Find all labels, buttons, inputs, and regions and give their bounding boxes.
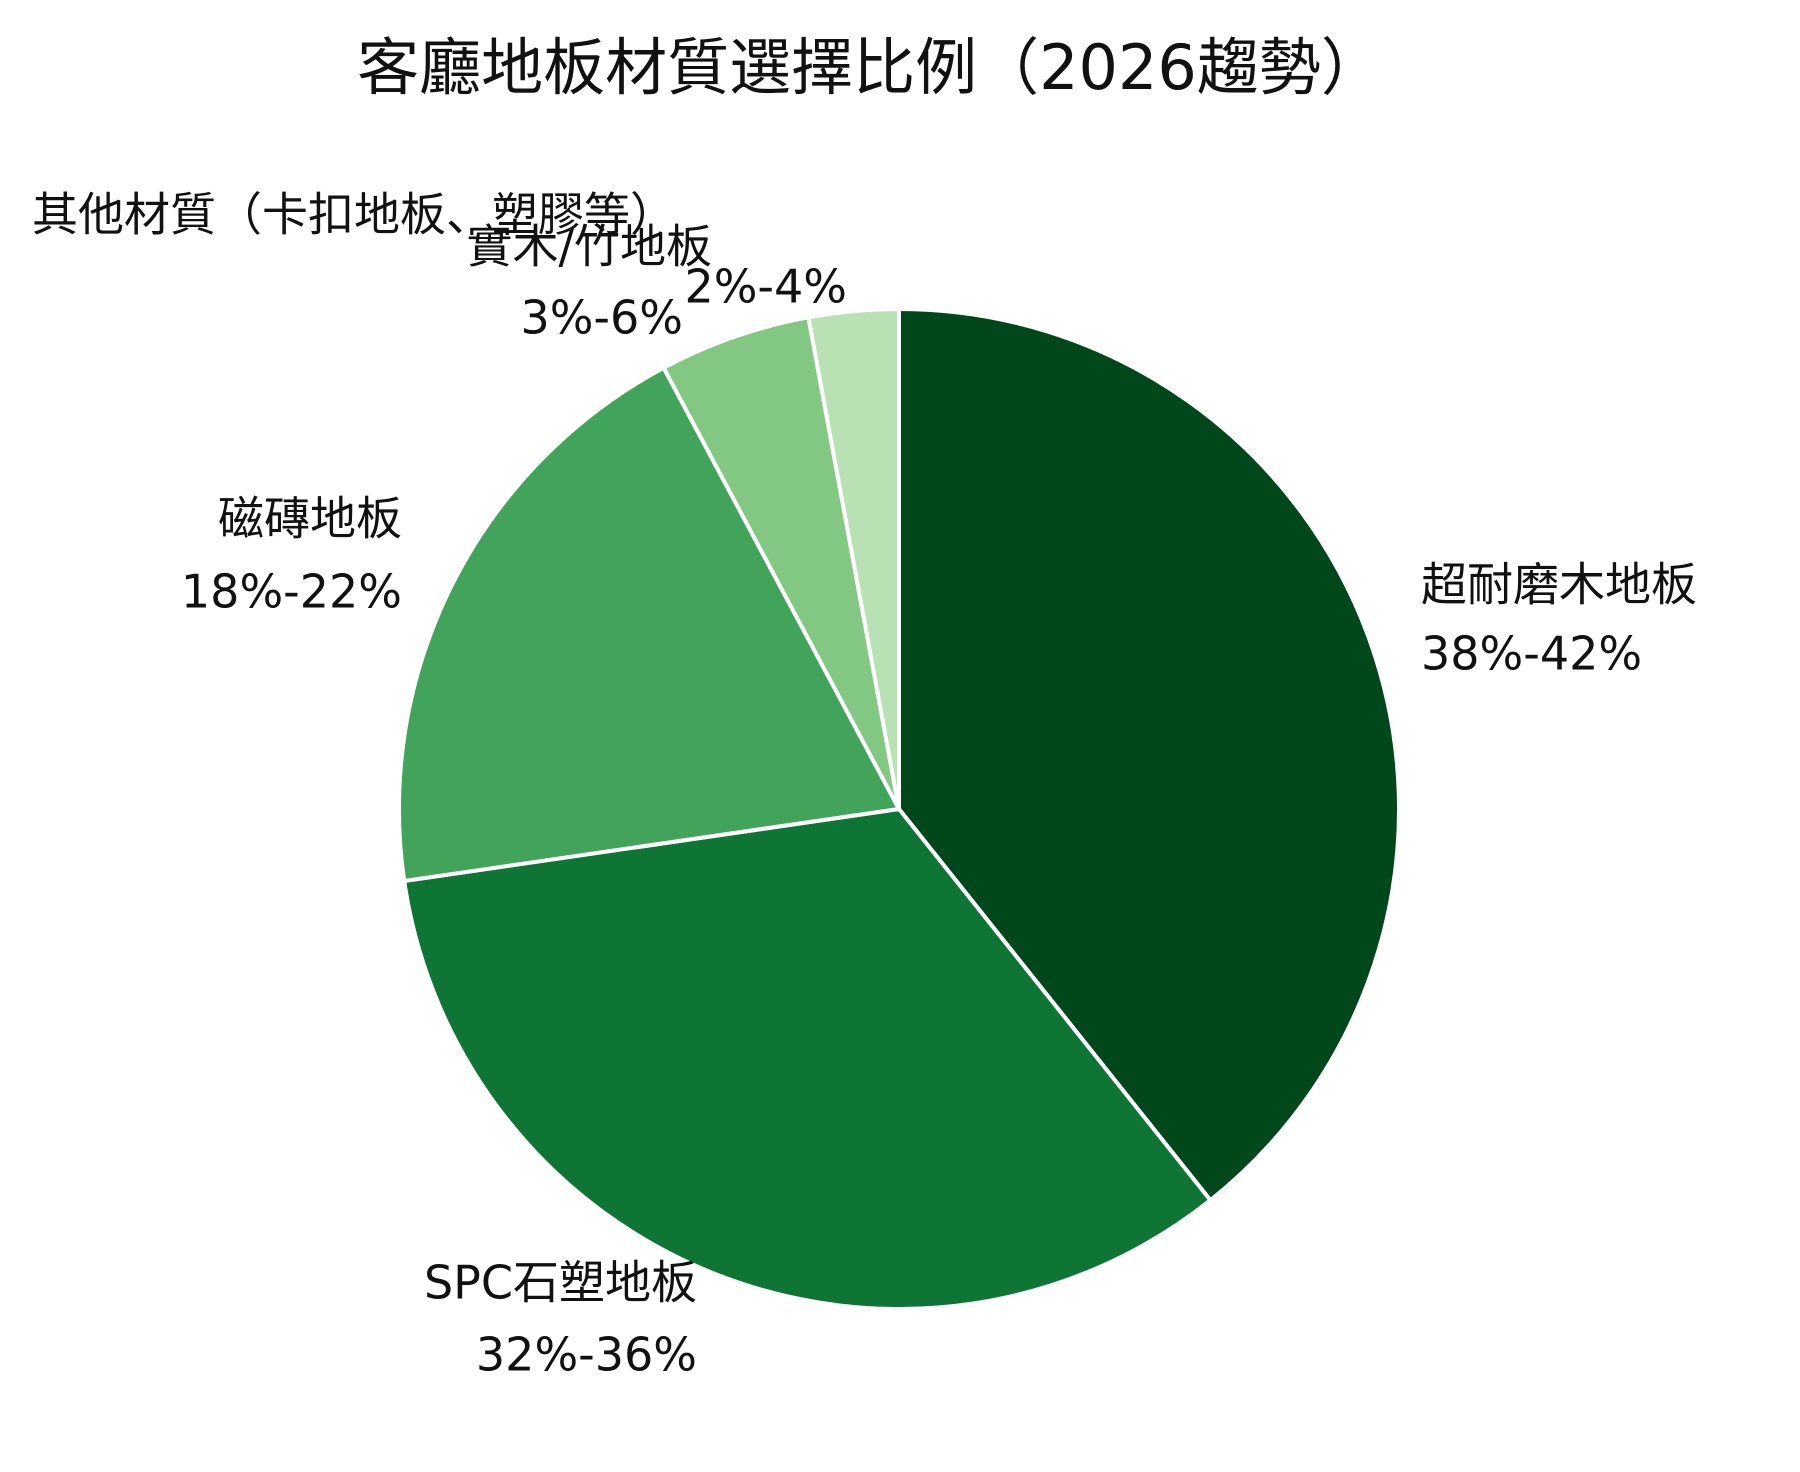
- value-label: 38%-42%: [1421, 627, 1642, 681]
- value-label: 3%-6%: [520, 291, 683, 345]
- value-label: 2%-4%: [684, 260, 847, 314]
- slice-label: 超耐磨木地板: [1421, 558, 1697, 612]
- pie-slice: [401, 806, 1214, 1311]
- slice-label: 實木/竹地板: [467, 220, 713, 274]
- slice-label: 磁磚地板: [218, 492, 402, 546]
- value-label: 32%-36%: [476, 1328, 697, 1382]
- slice-label: 其他材質（卡扣地板、塑膠等）: [32, 188, 676, 242]
- chart-title: 客廳地板材質選擇比例（2026趨勢）: [357, 31, 1383, 104]
- pie-slice: [397, 365, 903, 884]
- pie-slice: [806, 306, 901, 810]
- pie-slice: [897, 306, 1401, 1204]
- value-label: 18%-22%: [181, 565, 402, 619]
- slice-label: SPC石塑地板: [424, 1256, 697, 1310]
- pie-slice: [660, 314, 901, 810]
